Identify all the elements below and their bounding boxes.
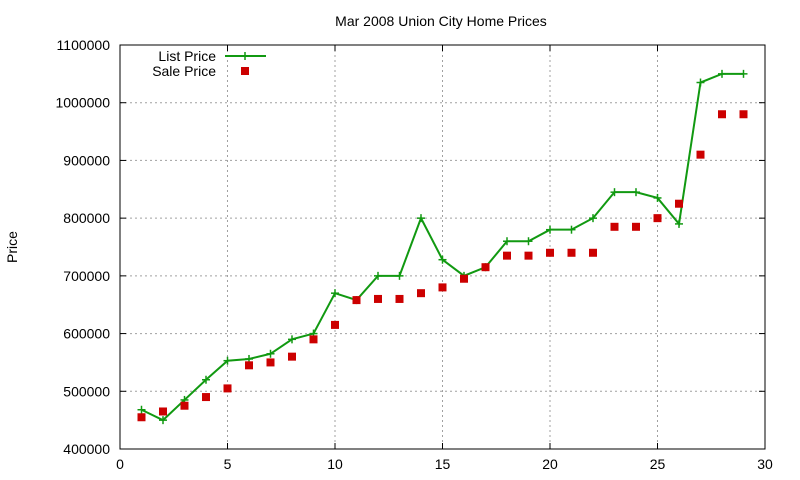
data-point-list-price — [524, 237, 533, 246]
data-point-sale-price — [331, 320, 339, 329]
chart-title: Mar 2008 Union City Home Prices — [335, 13, 547, 29]
data-point-sale-price — [481, 263, 490, 272]
legend: List Price Sale Price — [152, 48, 266, 79]
data-point-sale-price — [245, 361, 253, 370]
legend-marker-list-price — [241, 52, 249, 60]
y-axis: 400000 500000 600000 700000 800000 900000 1000… — [55, 37, 765, 457]
data-point-sale-price — [632, 222, 640, 231]
y-tick-label: 700000 — [63, 268, 110, 284]
data-point-list-price — [159, 416, 167, 425]
data-point-list-price — [266, 349, 275, 358]
x-tick-label: 30 — [757, 456, 773, 472]
x-tick-label: 20 — [542, 456, 558, 472]
x-tick-label: 25 — [650, 456, 666, 472]
data-point-sale-price — [288, 352, 296, 361]
data-point-sale-price — [503, 251, 511, 260]
data-point-list-price — [589, 214, 597, 223]
data-point-sale-price — [524, 251, 533, 260]
data-point-sale-price — [718, 110, 726, 119]
data-point-sale-price — [460, 274, 468, 283]
data-point-sale-price — [589, 248, 597, 257]
data-point-list-price — [223, 356, 232, 365]
data-point-list-price — [739, 69, 748, 78]
data-point-list-price — [202, 375, 210, 384]
y-tick-label: 1000000 — [55, 95, 110, 111]
y-tick-label: 1100000 — [57, 37, 111, 53]
data-point-list-price — [438, 255, 447, 264]
data-point-list-price — [610, 188, 619, 197]
data-point-sale-price — [202, 393, 210, 402]
data-point-list-price — [374, 271, 382, 280]
y-tick-label: 600000 — [63, 326, 110, 342]
y-tick-label: 400000 — [63, 441, 110, 457]
y-tick-label: 800000 — [63, 210, 110, 226]
legend-label-sale-price: Sale Price — [152, 63, 216, 79]
data-point-list-price — [331, 289, 339, 298]
data-point-sale-price — [417, 289, 425, 298]
data-point-list-price — [696, 78, 705, 87]
data-point-sale-price — [223, 384, 232, 393]
data-point-sale-price — [159, 407, 167, 416]
grid — [120, 45, 765, 449]
series — [137, 69, 748, 425]
data-point-list-price — [503, 237, 511, 246]
legend-label-list-price: List Price — [158, 48, 216, 64]
data-point-list-price — [675, 219, 683, 228]
data-point-list-price — [718, 69, 726, 78]
data-point-sale-price — [653, 214, 662, 223]
data-point-sale-price — [137, 413, 146, 422]
data-point-sale-price — [567, 248, 576, 257]
data-point-list-price — [288, 335, 296, 344]
data-point-sale-price — [374, 294, 382, 303]
data-point-sale-price — [438, 283, 447, 292]
data-point-sale-price — [309, 335, 318, 344]
data-point-sale-price — [352, 296, 361, 305]
data-point-list-price — [395, 271, 404, 280]
data-point-list-price — [417, 214, 425, 223]
x-tick-label: 5 — [224, 456, 232, 472]
x-tick-label: 0 — [116, 456, 124, 472]
data-point-sale-price — [610, 222, 619, 231]
data-point-sale-price — [696, 150, 705, 159]
data-point-sale-price — [546, 248, 554, 257]
data-point-sale-price — [675, 199, 683, 208]
legend-swatch-sale-price — [241, 67, 249, 75]
data-point-sale-price — [266, 358, 275, 367]
data-point-list-price — [546, 225, 554, 234]
y-axis-label: Price — [4, 231, 20, 263]
data-point-sale-price — [180, 401, 189, 410]
x-tick-label: 15 — [435, 456, 451, 472]
data-point-list-price — [632, 188, 640, 197]
data-point-sale-price — [739, 110, 748, 119]
y-tick-label: 500000 — [63, 383, 110, 399]
data-point-sale-price — [395, 294, 404, 303]
y-tick-label: 900000 — [63, 152, 110, 168]
data-point-list-price — [137, 405, 146, 414]
x-axis: 0 5 10 15 20 25 30 — [116, 45, 773, 472]
data-point-list-price — [653, 193, 662, 202]
x-tick-label: 10 — [327, 456, 343, 472]
data-point-list-price — [567, 225, 576, 234]
